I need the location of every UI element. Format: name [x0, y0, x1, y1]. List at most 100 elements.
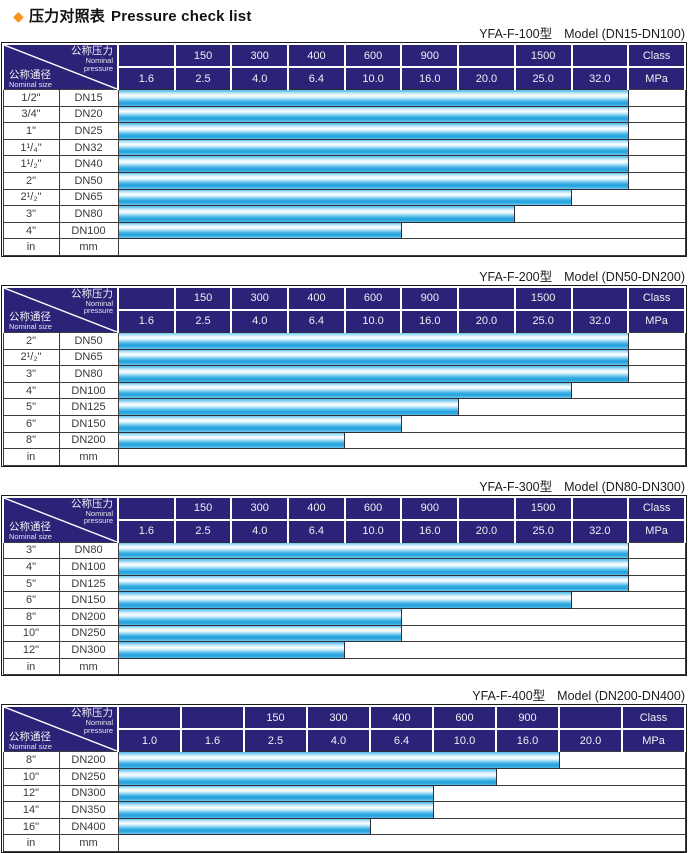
dn-cell: DN125 — [58, 398, 119, 416]
class-header-cell: 1500 — [513, 285, 573, 311]
pressure-bar — [117, 817, 371, 836]
empty-cell — [627, 331, 686, 350]
pressure-bar — [117, 365, 629, 383]
size-cell: 12" — [2, 641, 60, 659]
size-cell: 10" — [2, 624, 60, 643]
size-cell: 8" — [2, 431, 60, 450]
dn-cell: DN200 — [58, 751, 119, 770]
table-row: 4" DN100 — [2, 381, 686, 400]
size-cell: 1¹/₄" — [2, 138, 60, 157]
unit-empty-cell — [117, 834, 686, 852]
size-cell: 16" — [2, 817, 60, 836]
table-frame: 公称压力 Nominal pressure 公称通径 Nominal size 150 30… — [1, 284, 687, 467]
dn-cell: DN150 — [58, 591, 119, 610]
unit-mm-cell: mm — [58, 657, 119, 676]
dn-cell: DN65 — [58, 188, 119, 207]
table-row: 1/2" DN15 — [2, 89, 686, 107]
table-frame: 公称压力 Nominal pressure 公称通径 Nominal size 150 30… — [1, 704, 687, 853]
mpa-header-row: 1.6 2.5 4.0 6.4 10.0 16.0 20.0 25.0 32.0 MPa — [3, 66, 686, 90]
class-header-cell: 1500 — [513, 43, 573, 68]
model-name: YFA-F-200型 — [479, 269, 553, 284]
size-cell: 14" — [2, 801, 60, 819]
table-row: 8" DN200 — [2, 431, 686, 450]
class-header-cell — [558, 705, 623, 731]
size-cell: 1/2" — [2, 89, 60, 107]
class-header-cell — [457, 495, 516, 521]
pressure-bar — [117, 624, 402, 643]
table-row: 10" DN250 — [2, 624, 686, 643]
class-unit-cell: Class — [621, 705, 686, 731]
unit-row: in mm — [2, 448, 686, 466]
mpa-header-cell: 25.0 — [513, 518, 573, 543]
pressure-bar — [117, 591, 572, 610]
diagonal-line — [4, 45, 117, 89]
model-range: Model (DN200-DN400) — [557, 689, 685, 704]
mpa-header-cell: 2.5 — [243, 728, 308, 752]
model-label: YFA-F-100型 Model (DN15-DN100) — [1, 26, 687, 42]
class-header-cell — [457, 43, 516, 68]
nominal-size-en: Nominal size — [9, 532, 52, 542]
pressure-bar — [117, 205, 516, 223]
class-header-cell: 150 — [243, 705, 308, 731]
table-row: 3" DN80 — [2, 365, 686, 383]
table-row: 6" DN150 — [2, 591, 686, 610]
unit-in-cell: in — [2, 448, 60, 466]
class-header-row: 公称压力 Nominal pressure 公称通径 Nominal size 150 30… — [2, 43, 686, 90]
unit-empty-cell — [117, 448, 686, 466]
class-header-cell — [117, 705, 182, 731]
table-row: 6" DN150 — [2, 414, 686, 433]
table-row: 3" DN80 — [2, 541, 686, 560]
size-cell: 3" — [2, 541, 60, 560]
mpa-header-cell: 4.0 — [306, 728, 371, 752]
diagonal-line — [4, 498, 117, 542]
dn-cell: DN400 — [58, 817, 119, 836]
class-header-cell: 300 — [230, 495, 290, 521]
empty-cell — [571, 381, 686, 400]
empty-cell — [627, 365, 686, 383]
diagonal-header-cell: 公称压力 Nominal pressure 公称通径 Nominal size — [2, 495, 119, 543]
table-frame: 公称压力 Nominal pressure 公称通径 Nominal size 150 30… — [1, 494, 687, 677]
table-row: 8" DN200 — [2, 608, 686, 626]
mpa-header-cell: 20.0 — [457, 518, 516, 543]
class-header-cell: 600 — [343, 495, 403, 521]
mpa-header-cell: 16.0 — [400, 308, 460, 333]
nominal-pressure-label: 公称压力 Nominal pressure — [71, 289, 113, 315]
mpa-header-cell: 4.0 — [230, 66, 290, 90]
nominal-pressure-zh: 公称压力 — [71, 45, 113, 57]
class-header-cell: 150 — [173, 43, 233, 68]
class-header-cell — [570, 285, 630, 311]
model-range: Model (DN80-DN300) — [564, 479, 685, 494]
size-cell: 2¹/₂" — [2, 188, 60, 207]
empty-cell — [571, 188, 686, 207]
model-label: YFA-F-300型 Model (DN80-DN300) — [1, 479, 687, 495]
mpa-unit-cell: MPa — [627, 66, 686, 90]
dn-cell: DN80 — [58, 365, 119, 383]
unit-row: in mm — [2, 657, 686, 676]
nominal-size-en: Nominal size — [9, 322, 52, 332]
nominal-size-zh: 公称通径 — [9, 311, 51, 324]
mpa-header-cell: 10.0 — [343, 308, 403, 333]
empty-cell — [627, 89, 686, 107]
class-header-cell — [570, 495, 630, 521]
class-header-cell: 400 — [287, 285, 346, 311]
unit-empty-cell — [117, 657, 686, 676]
table-row: 8" DN200 — [2, 751, 686, 770]
mpa-header-cell: 1.6 — [117, 308, 176, 333]
model-section: YFA-F-400型 Model (DN200-DN400) 公称压力 Nominal… — [1, 688, 687, 853]
pressure-bar — [117, 801, 434, 819]
class-header-cell — [180, 705, 245, 731]
mpa-header-cell: 2.5 — [173, 308, 233, 333]
class-header-cell: 600 — [343, 43, 403, 68]
table-row: 2" DN50 — [2, 331, 686, 350]
size-cell: 2¹/₂" — [2, 348, 60, 367]
mpa-header-cell: 2.5 — [173, 66, 233, 90]
dn-cell: DN100 — [58, 381, 119, 400]
table-sections: YFA-F-100型 Model (DN15-DN100) 公称压力 Nominal p… — [1, 26, 687, 853]
pressure-bar — [117, 89, 629, 107]
class-header-cell: 600 — [343, 285, 403, 311]
size-cell: 1" — [2, 122, 60, 140]
mpa-header-row: 1.0 1.6 2.5 4.0 6.4 10.0 16.0 20.0 MPa — [3, 728, 686, 752]
class-header-cell — [117, 43, 176, 68]
nominal-size-label: 公称通径 Nominal size — [9, 522, 52, 541]
